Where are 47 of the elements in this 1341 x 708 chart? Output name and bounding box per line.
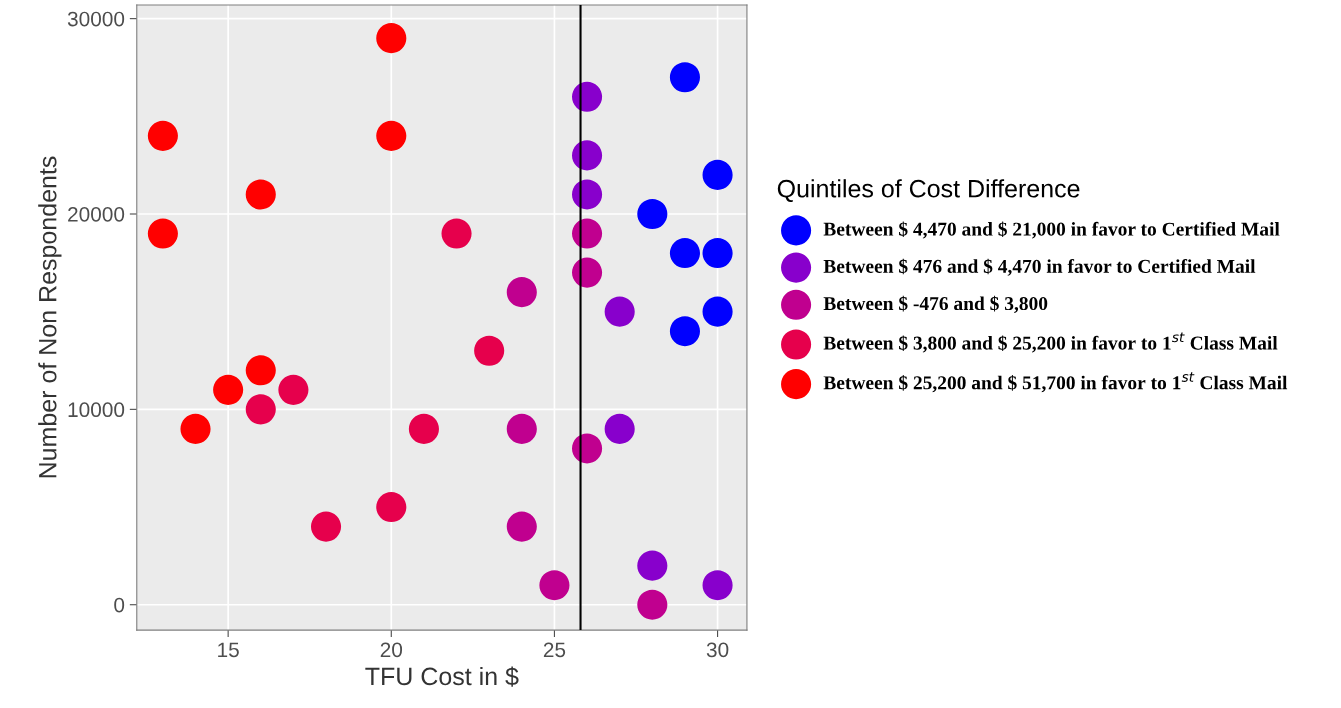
point [245,394,276,425]
point [604,413,635,444]
y-axis-title: Number of Non Respondents [38,156,62,478]
point [376,23,407,54]
point [702,296,733,327]
point [213,374,244,405]
point [637,550,668,581]
point [506,511,537,542]
point [278,374,309,405]
point [669,238,700,269]
legend-label: Between $ 4,470 and $ 21,000 in favor to Certified Mail [823,221,1280,239]
point [245,355,276,386]
legend-title: Quintiles of Cost Difference [777,179,1080,203]
point [637,589,668,620]
point [669,62,700,93]
point [441,218,472,249]
point [310,511,342,542]
point [669,316,700,347]
legend-label: Between $ 3,800 and $ 25,200 in favor to 1$^{st}$ Class Mail [823,332,1278,353]
x-tick-label: 15 [218,642,239,658]
point [408,413,439,444]
legend-label: Between $ 476 and $ 4,470 in favor to Certified Mail [823,258,1256,276]
point [245,179,276,210]
x-tick-label: 30 [706,642,729,658]
point [474,335,505,366]
point [604,296,635,327]
point [506,413,537,444]
point [147,120,178,151]
y-tick-label: 30000 [67,11,125,27]
y-tick-label: 20000 [68,207,125,222]
point [637,198,668,230]
y-tick-label: 10000 [68,402,125,418]
point [180,413,211,444]
point [376,491,407,523]
x-tick-label: 20 [380,642,403,658]
point [539,570,570,601]
point [376,120,407,151]
x-tick-label: 25 [543,642,566,658]
point [702,238,733,269]
point [147,218,178,249]
y-tick-label: 0 [114,597,125,613]
point [702,159,733,190]
legend-label: Between $ 25,200 and $ 51,700 in favor to 1$^{st}$ Class Mail [823,372,1288,393]
legend-label: Between $ -476 and $ 3,800 [823,295,1048,313]
point [702,570,733,601]
point [506,277,537,308]
x-axis-title: TFU Cost in $ [365,666,519,687]
